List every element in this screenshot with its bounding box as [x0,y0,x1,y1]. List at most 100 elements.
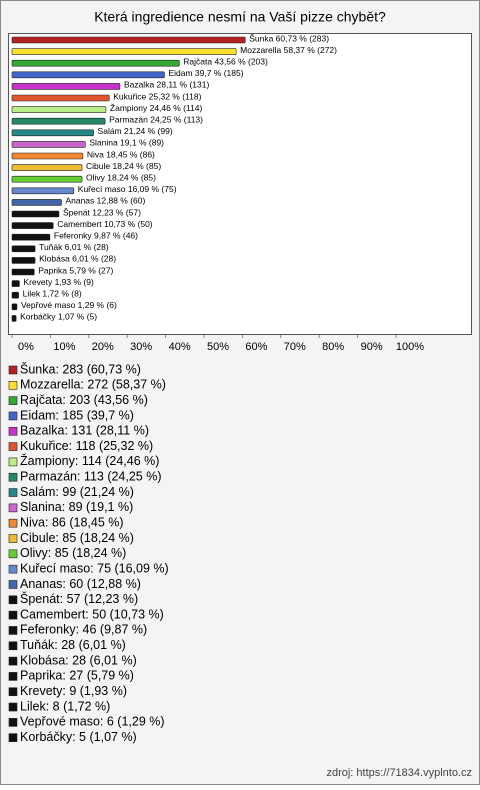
legend-label: Vepřové maso: 6 (1,29 %) [20,715,165,729]
bar [11,187,75,195]
value-label: Paprika 5,79 % (27) [38,265,113,275]
bar [11,164,83,171]
legend-label: Feferonky: 46 (9,87 %) [20,623,147,637]
legend-swatch [8,518,18,528]
x-tick-label: 90% [361,341,383,353]
legend-swatch [8,610,18,620]
legend-swatch [8,702,18,712]
legend-swatch [8,426,18,436]
x-tick-label: 50% [207,341,229,353]
legend-swatch [8,534,18,543]
legend-label: Salám: 99 (21,24 %) [20,485,134,499]
bar [11,36,246,44]
legend-label: Olivy: 85 (18,24 %) [20,546,126,560]
legend-swatch [8,580,18,589]
value-label: Žampiony 24,46 % (114) [110,103,203,113]
legend-label: Kukuřice: 118 (25,32 %) [20,439,153,453]
bar [11,152,84,160]
bar [11,106,107,113]
bar [11,83,121,90]
legend-swatch [8,564,18,574]
value-label: Mozzarella 58,37 % (272) [240,45,337,55]
value-label: Ananas 12,88 % (60) [65,196,145,206]
legend-label: Špenát: 57 (12,23 %) [20,591,138,606]
value-label: Tuňák 6,01 % (28) [39,242,109,252]
x-tick-label: 70% [284,341,306,353]
legend-swatch [8,472,18,482]
legend-label: Korbáčky: 5 (1,07 %) [20,730,137,744]
legend-label: Slanina: 89 (19,1 %) [20,500,133,514]
bar [11,71,165,79]
value-label: Parmazán 24,25 % (113) [109,114,203,124]
legend-swatch [8,381,18,390]
legend-label: Bazalka: 131 (28,11 %) [20,424,149,438]
value-label: Vepřové maso 1,29 % (6) [21,300,117,310]
value-label: Bazalka 28,11 % (131) [124,80,210,90]
bar [11,315,17,322]
value-label: Špenát 12,23 % (57) [63,207,141,217]
value-label: Klobása 6,01 % (28) [39,254,116,264]
bar [11,291,19,299]
legend-label: Šunka: 283 (60,73 %) [20,361,141,376]
value-label: Niva 18,45 % (86) [87,149,155,159]
legend-label: Mozzarella: 272 (58,37 %) [20,378,166,392]
x-tick-label: 0% [18,341,34,353]
source: zdroj: https://71834.vyplnto.cz [326,767,472,779]
bar [11,141,86,148]
legend-swatch [8,718,18,727]
legend-label: Camembert: 50 (10,73 %) [20,607,164,621]
legend-label: Krevety: 9 (1,93 %) [20,684,127,698]
bar [11,257,36,264]
legend-label: Niva: 86 (18,45 %) [20,515,124,529]
bar [11,59,180,67]
legend-swatch [8,626,18,635]
chart-title: Která ingredience nesmí na Vaší pizze ch… [94,9,386,25]
legend-swatch [8,549,18,559]
bar [11,222,54,229]
legend-swatch [8,488,18,497]
legend-swatch [8,457,18,467]
bar [11,210,60,218]
value-label: Salám 21,24 % (99) [98,126,173,136]
value-label: Camembert 10,73 % (50) [57,219,153,229]
value-label: Eidam 39,7 % (185) [168,68,243,78]
x-tick-label: 80% [322,341,344,353]
x-tick-label: 10% [53,341,75,353]
legend-swatch [8,672,18,681]
value-label: Korbáčky 1,07 % (5) [20,312,97,322]
x-tick-label: 100% [396,341,424,353]
legend-label: Žampiony: 114 (24,46 %) [20,453,159,468]
x-tick-label: 30% [130,341,152,353]
bar [11,117,106,125]
x-tick-label: 40% [169,341,191,353]
legend-swatch [8,733,18,742]
legend-swatch [8,411,18,421]
legend-label: Tuňák: 28 (6,01 %) [20,638,126,652]
bar [11,48,237,55]
value-label: Lilek 1,72 % (8) [23,288,82,298]
legend-swatch [8,656,18,666]
legend-swatch [8,365,18,375]
bar [11,199,62,206]
legend-label: Ananas: 60 (12,88 %) [20,577,141,591]
legend-label: Rajčata: 203 (43,56 %) [20,393,148,407]
legend-label: Parmazán: 113 (24,25 %) [20,470,162,484]
x-tick-label: 60% [245,341,267,353]
bar [11,245,36,253]
value-label: Cibule 18,24 % (85) [86,161,161,171]
legend-swatch [8,442,18,451]
legend-swatch [8,687,18,697]
value-label: Kuřecí maso 16,09 % (75) [78,184,177,194]
bar [11,303,18,311]
legend-swatch [8,396,18,405]
bar [11,129,94,137]
legend-label: Cibule: 85 (18,24 %) [20,531,134,545]
value-label: Slanina 19,1 % (89) [89,138,164,148]
legend-label: Klobása: 28 (6,01 %) [20,653,137,667]
value-label: Rajčata 43,56 % (203) [183,56,268,66]
legend-swatch [8,503,18,513]
legend-label: Paprika: 27 (5,79 %) [20,669,134,683]
legend-label: Kuřecí maso: 75 (16,09 %) [20,561,169,575]
value-label: Kukuřice 25,32 % (118) [113,91,201,101]
